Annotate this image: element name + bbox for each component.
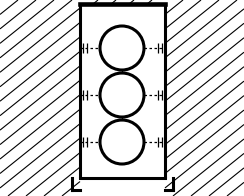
Ellipse shape (100, 120, 144, 164)
Ellipse shape (100, 73, 144, 117)
Ellipse shape (100, 26, 144, 70)
Bar (80, 4, 165, 178)
